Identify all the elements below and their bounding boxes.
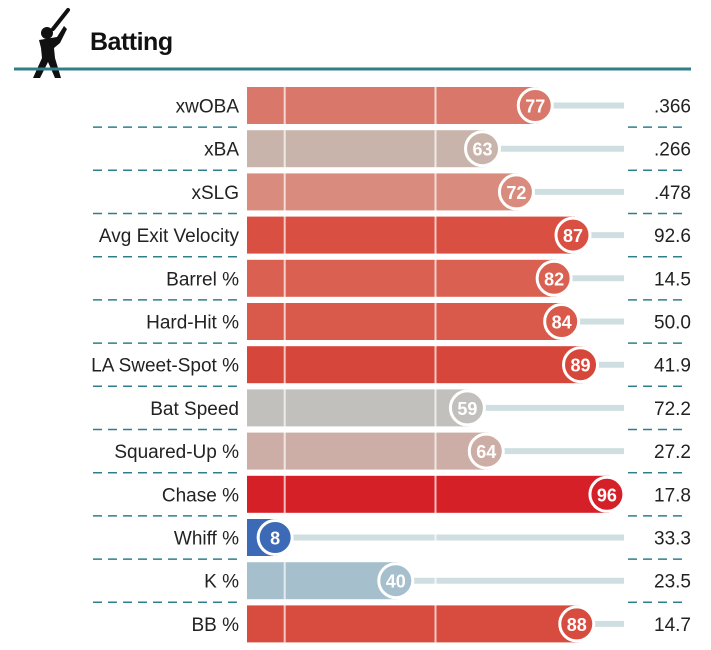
category-label: Bat Speed [150, 399, 239, 420]
batter-silhouette-icon [24, 6, 80, 85]
percentile-label: 63 [472, 140, 492, 160]
category-label: Chase % [162, 485, 239, 506]
stat-value: 50.0 [654, 313, 691, 334]
bar [247, 432, 489, 470]
percentile-marker [467, 432, 505, 470]
percentile-marker [256, 519, 294, 556]
bar [247, 562, 398, 600]
stat-value: 14.7 [654, 615, 691, 636]
percentile-label: 88 [567, 615, 587, 635]
percentile-label: 89 [571, 356, 591, 376]
stat-value: .478 [654, 183, 691, 204]
stat-value: .266 [654, 140, 691, 161]
percentile-label: 87 [563, 226, 583, 246]
stat-value: 23.5 [654, 572, 691, 593]
percentile-label: 72 [506, 183, 526, 203]
category-label: LA Sweet-Spot % [91, 356, 239, 377]
stat-value: .366 [654, 97, 691, 118]
bar [247, 87, 538, 124]
category-label: Hard-Hit % [146, 313, 239, 334]
percentile-marker [377, 562, 415, 600]
stat-value: 14.5 [654, 269, 691, 290]
category-label: xSLG [191, 183, 239, 204]
category-label: K % [204, 572, 239, 593]
percentile-marker [516, 87, 554, 124]
stat-value: 41.9 [654, 356, 691, 377]
category-label: Barrel % [166, 269, 239, 290]
category-label: Whiff % [174, 529, 239, 550]
bar [247, 605, 579, 643]
stat-value: 92.6 [654, 226, 691, 247]
bar [247, 130, 485, 168]
percentile-label: 59 [457, 399, 477, 419]
category-label: Avg Exit Velocity [99, 226, 240, 247]
percentile-marker [562, 346, 600, 384]
bar [247, 173, 519, 211]
category-label: BB % [191, 615, 239, 636]
section-title: Batting [90, 28, 173, 56]
percentile-label: 84 [552, 313, 572, 333]
percentile-marker [464, 130, 502, 168]
percentile-label: 96 [597, 485, 617, 505]
category-label: xBA [204, 140, 239, 161]
percentile-marker [448, 389, 486, 427]
percentile-label: 64 [476, 442, 496, 462]
stat-value: 27.2 [654, 442, 691, 463]
category-label: Squared-Up % [114, 442, 239, 463]
percentile-marker [554, 216, 592, 254]
percentile-marker [558, 605, 596, 643]
percentile-label: 8 [270, 529, 280, 549]
stat-value: 17.8 [654, 485, 691, 506]
percentile-marker [497, 173, 535, 211]
bar [247, 346, 583, 384]
percentile-label: 40 [386, 572, 406, 592]
bar [247, 303, 564, 340]
percentile-label: 82 [544, 269, 564, 289]
bar [247, 259, 557, 297]
percentile-marker [588, 475, 626, 513]
bar [247, 475, 609, 513]
bar [247, 216, 575, 254]
percentile-label: 77 [525, 97, 545, 117]
stat-value: 33.3 [654, 529, 691, 550]
percentile-marker [543, 303, 581, 340]
stat-value: 72.2 [654, 399, 691, 420]
percentile-marker [535, 259, 573, 297]
category-label: xwOBA [176, 97, 240, 118]
